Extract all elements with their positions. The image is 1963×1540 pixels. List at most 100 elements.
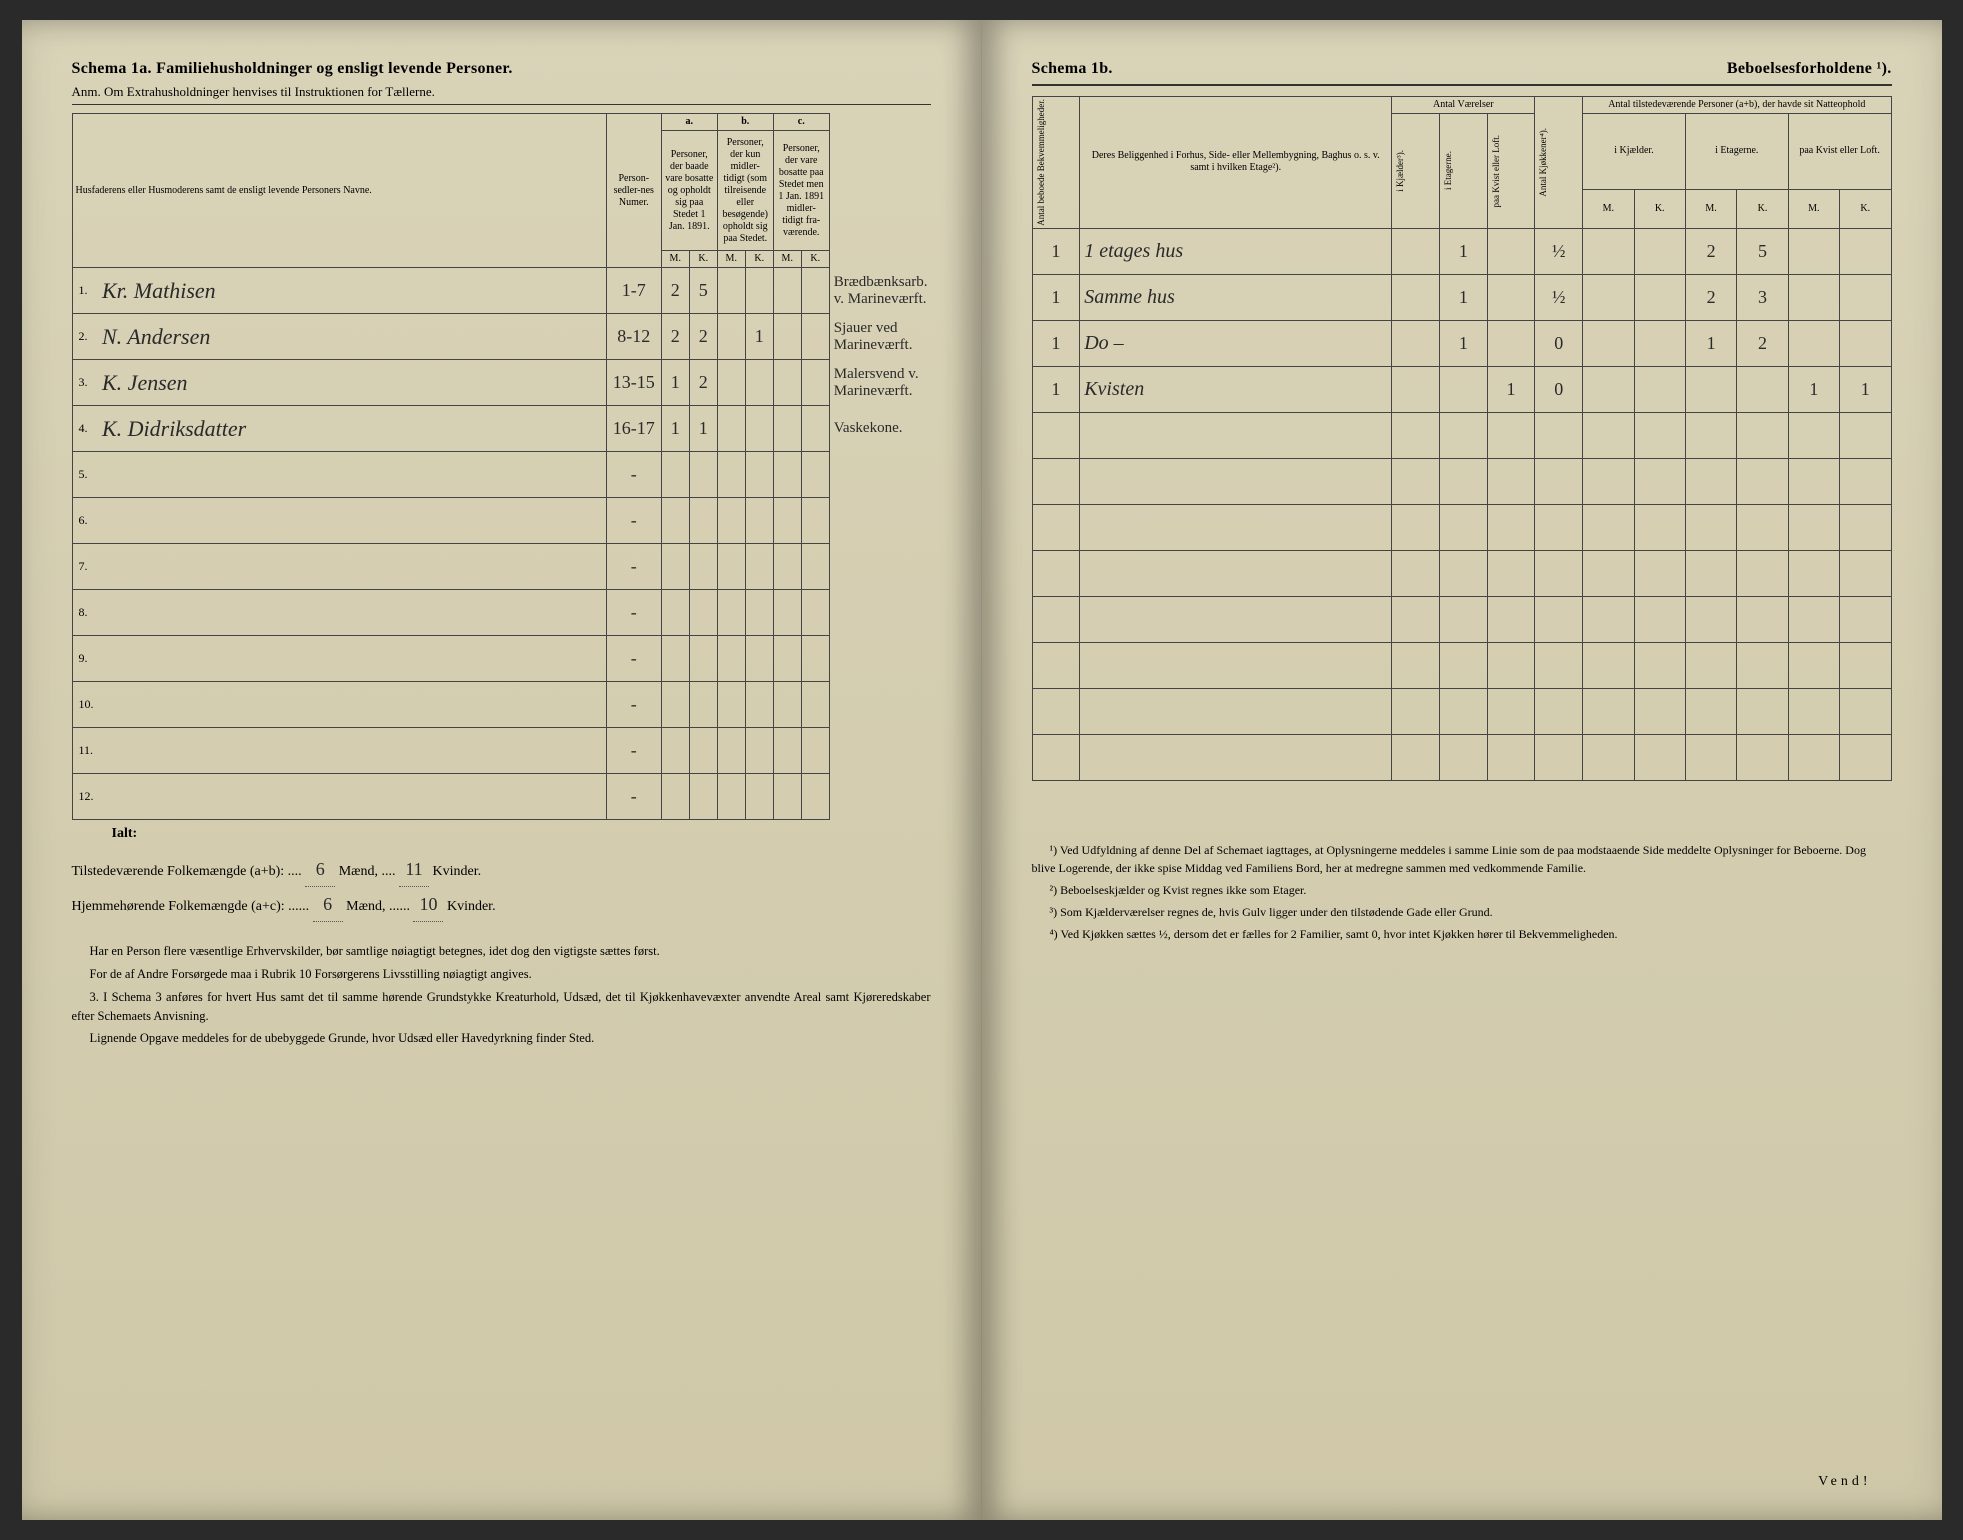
para1: Har en Person flere væsentlige Erhvervsk… [72,942,931,961]
cell-b-m [717,360,745,406]
tot1-k: 11 [399,852,429,887]
cell-numer: - [606,498,661,544]
row-number: 8. [72,590,98,636]
cell-a-k: 2 [689,314,717,360]
cell-kv-k [1840,688,1891,734]
header-kj-m: M. [1583,189,1634,228]
cell-antal-beb [1032,642,1080,688]
cell-b-k [745,636,773,682]
cell-c-m [773,452,801,498]
cell-vaer-kv [1487,734,1535,780]
cell-vaer-kj [1392,366,1440,412]
schema-1a-subtitle: Anm. Om Extrahusholdninger henvises til … [72,84,931,105]
cell-beliggenhed: Kvisten [1080,366,1392,412]
cell-c-m [773,360,801,406]
cell-kv-k [1840,274,1891,320]
cell-numer: 16-17 [606,406,661,452]
table-row [1032,412,1891,458]
header-b-text: Personer, der kun midler-tidigt (som til… [717,131,773,251]
cell-a-m: 1 [661,406,689,452]
table-row: 7. - [72,544,931,590]
header-c-k: K. [801,251,829,268]
cell-kv-m: 1 [1788,366,1839,412]
table-row: 3. K. Jensen 13-15 1 2 Malersvend v. Mar… [72,360,931,406]
totals-block: Tilstedeværende Folkemængde (a+b): .... … [72,852,931,922]
cell-note: Brædbænksarb. v. Marineværft. [829,268,930,314]
header-beliggenhed: Deres Beliggenhed i Forhus, Side- eller … [1080,97,1392,229]
header-notes [829,114,930,268]
cell-kv-k [1840,550,1891,596]
schema-1a-title: Schema 1a. Familiehusholdninger og ensli… [72,60,931,78]
cell-a-m [661,544,689,590]
table-row: 1 Kvisten 1 0 1 1 [1032,366,1891,412]
table-row: 4. K. Didriksdatter 16-17 1 1 Vaskekone. [72,406,931,452]
cell-beliggenhed: 1 etages hus [1080,228,1392,274]
cell-vaer-kj [1392,504,1440,550]
row-number: 3. [72,360,98,406]
cell-name [98,452,606,498]
cell-c-k [801,406,829,452]
cell-vaer-kj [1392,412,1440,458]
row-number: 2. [72,314,98,360]
cell-vaer-kv [1487,228,1535,274]
cell-vaer-kj [1392,596,1440,642]
census-ledger-spread: Schema 1a. Familiehusholdninger og ensli… [22,20,1942,1520]
cell-a-m: 2 [661,268,689,314]
cell-antal-beb [1032,504,1080,550]
table-row [1032,642,1891,688]
table-row: 11. - [72,728,931,774]
row-number: 11. [72,728,98,774]
cell-numer: - [606,544,661,590]
cell-vaer-et: 1 [1439,274,1487,320]
cell-c-m [773,544,801,590]
header-b-label: b. [717,114,773,131]
cell-numer: - [606,728,661,774]
cell-c-k [801,314,829,360]
header-c-text: Personer, der vare bosatte paa Stedet me… [773,131,829,251]
cell-kjokken [1535,504,1583,550]
cell-name: K. Didriksdatter [98,406,606,452]
cell-vaer-et [1439,596,1487,642]
cell-c-k [801,268,829,314]
cell-vaer-et [1439,504,1487,550]
cell-a-k [689,544,717,590]
cell-vaer-et [1439,458,1487,504]
cell-kv-m [1788,274,1839,320]
cell-vaer-kv [1487,642,1535,688]
cell-et-m [1685,688,1736,734]
cell-kv-k [1840,320,1891,366]
row-number: 9. [72,636,98,682]
cell-kj-m [1583,596,1634,642]
cell-vaer-et [1439,550,1487,596]
cell-vaer-et [1439,412,1487,458]
cell-kj-m [1583,642,1634,688]
totals-line-1: Tilstedeværende Folkemængde (a+b): .... … [72,852,931,887]
cell-kj-m [1583,504,1634,550]
cell-a-k [689,452,717,498]
table-row: 5. - [72,452,931,498]
cell-antal-beb [1032,412,1080,458]
header-antal-kjokkener: Antal Kjøkkener⁴). [1535,97,1583,229]
cell-c-k [801,452,829,498]
cell-vaer-kv [1487,274,1535,320]
footnote-2: ²) Beboelseskjælder og Kvist regnes ikke… [1032,881,1892,899]
cell-et-m: 2 [1685,274,1736,320]
cell-name: Kr. Mathisen [98,268,606,314]
tot1-end: Kvinder. [432,864,481,879]
header-c-m: M. [773,251,801,268]
cell-vaer-kj [1392,320,1440,366]
cell-kj-k [1634,458,1685,504]
cell-vaer-kj [1392,274,1440,320]
cell-vaer-kv [1487,596,1535,642]
cell-a-m: 1 [661,360,689,406]
header-kv-m: M. [1788,189,1839,228]
row-number: 4. [72,406,98,452]
cell-b-m [717,406,745,452]
cell-a-m [661,498,689,544]
cell-note [829,774,930,820]
header-a-text: Personer, der baade vare bosatte og opho… [661,131,717,251]
footnotes: ¹) Ved Udfyldning af denne Del af Schema… [1032,841,1892,943]
cell-c-m [773,406,801,452]
vend-label: Vend! [1818,1474,1871,1490]
cell-kjokken: ½ [1535,228,1583,274]
